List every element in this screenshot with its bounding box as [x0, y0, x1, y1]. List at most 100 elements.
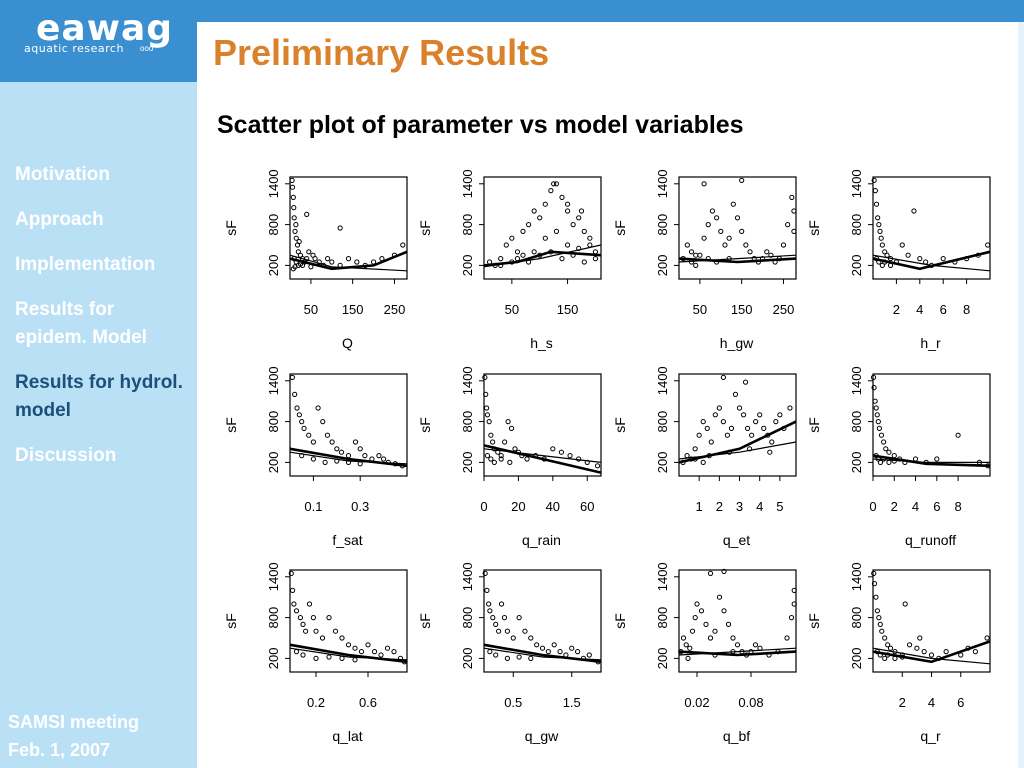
data-point [293, 222, 299, 228]
data-point [358, 649, 365, 655]
data-point [496, 628, 502, 634]
data-point [879, 262, 885, 268]
x-tick-label: 0.2 [307, 695, 325, 710]
data-point [698, 608, 705, 614]
data-point [876, 615, 882, 621]
data-point [700, 419, 706, 425]
sidebar-item-results-hydrol[interactable]: Results for hydrol. model [15, 372, 183, 421]
data-point [875, 419, 881, 425]
data-point [911, 208, 917, 214]
data-point [553, 228, 560, 234]
data-point [329, 439, 335, 445]
data-point [322, 459, 328, 465]
x-tick-label: 5 [776, 499, 783, 514]
trend-line [872, 454, 991, 468]
sidebar-item-motivation[interactable]: Motivation [15, 164, 110, 185]
x-axis-label: q_et [723, 532, 750, 548]
sidebar-item-implementation[interactable]: Implementation [15, 254, 156, 275]
data-point [304, 256, 310, 262]
data-point [742, 379, 749, 385]
trend-line [483, 643, 602, 664]
data-point [875, 215, 881, 221]
logo: eawag aquatic research ooo [0, 0, 197, 82]
data-point [726, 235, 732, 241]
data-point [528, 635, 534, 641]
data-point [791, 228, 797, 234]
y-tick-label: 800 [266, 411, 281, 433]
data-point [728, 425, 735, 431]
data-point [871, 385, 877, 391]
x-tick-label: 2 [893, 302, 900, 317]
data-point [764, 249, 770, 255]
footer: SAMSI meeting Feb. 1, 2007 [8, 708, 139, 764]
y-tick-label: 200 [655, 648, 670, 670]
data-point [921, 649, 927, 655]
data-point [294, 405, 300, 411]
data-point [757, 412, 763, 418]
data-point [769, 439, 775, 445]
data-point [288, 570, 294, 577]
data-point [730, 635, 736, 641]
plot-frame [483, 569, 602, 673]
y-tick-label: 800 [460, 214, 475, 236]
data-point [487, 649, 493, 655]
data-point [391, 649, 397, 655]
y-tick-label: 200 [849, 648, 864, 670]
x-tick-label: 0.5 [504, 695, 522, 710]
data-point [749, 432, 755, 438]
data-point [882, 655, 888, 662]
x-tick-label: 6 [940, 302, 947, 317]
data-point [688, 249, 695, 255]
trend-line [483, 444, 602, 474]
data-point [498, 453, 504, 459]
y-tick-label: 1400 [655, 562, 670, 591]
data-point [871, 581, 878, 587]
sidebar-item-results-epidem[interactable]: Results for epidem. Model [15, 299, 147, 348]
data-point [516, 615, 522, 621]
data-point [873, 201, 880, 207]
x-tick-label: 150 [342, 302, 364, 317]
data-point [877, 228, 883, 234]
top-bar [0, 0, 1024, 22]
data-point [301, 425, 307, 431]
sidebar [0, 82, 197, 768]
data-point [292, 264, 298, 270]
data-point [722, 242, 728, 248]
data-point [531, 208, 537, 214]
data-point [917, 256, 923, 262]
data-point [943, 649, 949, 655]
x-tick-label: 250 [384, 302, 406, 317]
x-tick-label: 6 [957, 695, 964, 710]
data-point [296, 412, 302, 418]
sidebar-item-approach[interactable]: Approach [15, 209, 104, 230]
x-axis-label: q_rain [522, 532, 561, 548]
data-point [503, 242, 509, 248]
y-tick-label: 800 [655, 214, 670, 236]
y-tick-label: 1400 [849, 169, 864, 198]
y-axis-label: sF [223, 417, 239, 433]
y-tick-label: 1400 [849, 562, 864, 591]
data-point [914, 645, 920, 651]
data-point [493, 652, 499, 658]
y-axis-label: sF [417, 417, 433, 433]
data-point [877, 621, 883, 628]
data-point [744, 425, 751, 431]
data-point [553, 181, 560, 187]
data-point [293, 608, 300, 614]
data-point [871, 177, 877, 183]
x-tick-label: 3 [736, 499, 743, 514]
x-tick-label: 2 [891, 499, 898, 514]
data-point [734, 642, 741, 648]
data-point [753, 419, 759, 425]
data-point [509, 235, 515, 241]
sidebar-item-discussion[interactable]: Discussion [15, 445, 117, 466]
data-point [739, 228, 745, 234]
data-point [352, 645, 358, 651]
data-point [724, 432, 731, 438]
data-point [524, 456, 530, 462]
data-point [891, 453, 897, 459]
y-axis-label: sF [417, 613, 433, 629]
data-point [488, 456, 494, 462]
data-point [696, 432, 702, 438]
